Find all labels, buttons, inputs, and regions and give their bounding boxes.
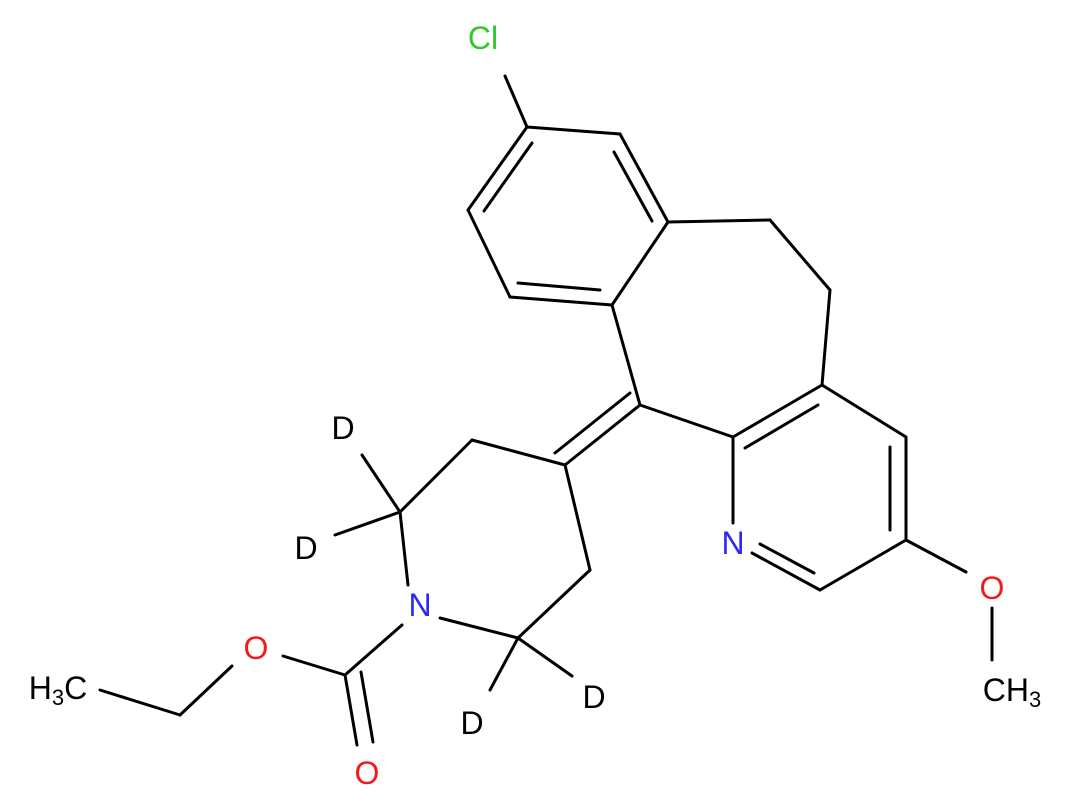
bond	[178, 664, 234, 717]
bond	[508, 295, 614, 307]
bond	[466, 208, 512, 299]
bond	[768, 218, 832, 292]
atom-label: D	[294, 530, 317, 566]
atom-label: N	[408, 587, 431, 623]
atom-label: O	[355, 755, 380, 791]
atom-label: CH3	[983, 672, 1041, 712]
bond	[618, 132, 670, 224]
bond	[466, 125, 529, 212]
bond	[610, 220, 670, 307]
atom-label: D	[460, 705, 483, 741]
bond	[281, 654, 347, 677]
bond	[820, 383, 908, 439]
atom-label: Cl	[468, 20, 498, 56]
bonds	[98, 74, 994, 747]
label-part: CH	[983, 672, 1029, 708]
label-subscript: 3	[52, 685, 64, 710]
bond	[398, 438, 474, 514]
atom-label: D	[582, 679, 605, 715]
bond	[758, 542, 816, 575]
atom-label: O	[244, 630, 269, 666]
label-part: H	[29, 670, 52, 706]
bond	[438, 616, 520, 640]
bond	[516, 636, 574, 678]
bond	[482, 141, 534, 213]
atom-label: D	[331, 410, 354, 446]
bond	[563, 463, 592, 572]
bond	[470, 438, 567, 467]
label-subscript: 3	[1029, 687, 1041, 712]
bond	[818, 538, 908, 592]
bond	[343, 623, 404, 677]
bond	[612, 150, 654, 223]
atom-label: N	[721, 525, 744, 561]
bond	[743, 403, 820, 450]
bond	[563, 403, 642, 467]
bond	[343, 673, 359, 747]
bond	[820, 288, 832, 387]
atom-label: H3C	[29, 670, 87, 710]
bond	[333, 510, 402, 537]
bond	[525, 125, 622, 136]
bond	[516, 281, 602, 292]
bond	[904, 538, 968, 574]
bond	[638, 403, 735, 439]
bond	[750, 551, 822, 592]
bond	[731, 383, 824, 439]
bond	[666, 218, 772, 224]
bond	[359, 670, 375, 744]
bond	[360, 453, 402, 514]
bond	[516, 568, 592, 640]
bond	[553, 391, 632, 455]
bond	[610, 303, 642, 407]
bond	[98, 688, 182, 717]
label-part: C	[64, 670, 87, 706]
atom-labels: Cl N O CH3 N O O H3C D D D D	[29, 20, 1041, 791]
bond	[503, 74, 529, 129]
bond	[488, 636, 520, 692]
atom-label: O	[980, 570, 1005, 606]
bond	[398, 510, 410, 587]
